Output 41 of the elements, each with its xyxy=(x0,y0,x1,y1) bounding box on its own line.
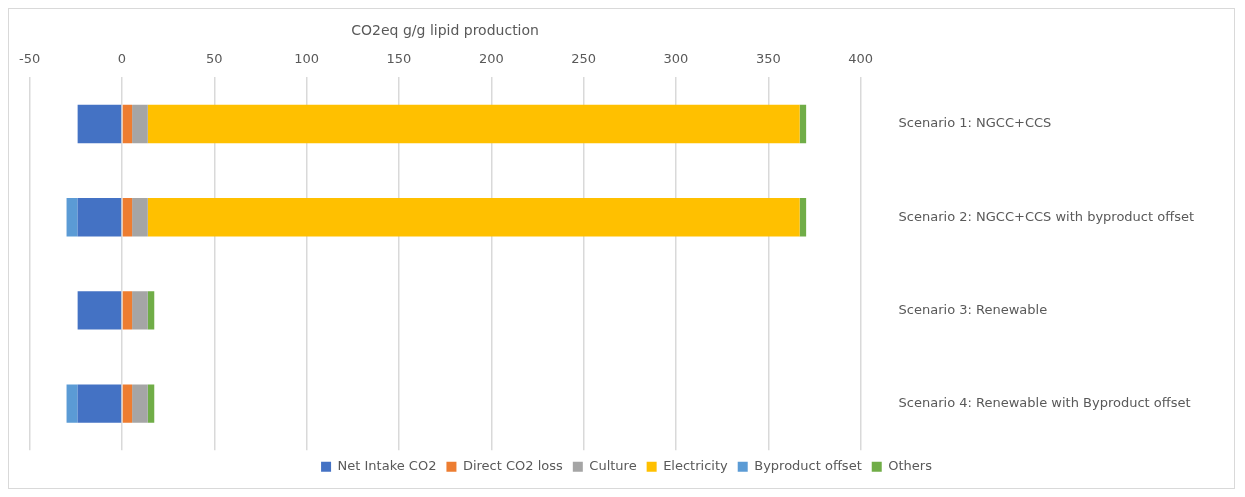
y-tick-label: Scenario 3: Renewable xyxy=(898,301,1048,317)
x-axis-title: CO2eq g/g lipid production xyxy=(351,22,539,39)
legend-label: Direct CO2 loss xyxy=(462,458,564,474)
bar xyxy=(147,291,155,330)
bar xyxy=(132,291,148,330)
legend-label: Electricity xyxy=(663,458,729,474)
y-tick-label: Scenario 4: Renewable with Byproduct offset xyxy=(898,394,1191,410)
bar xyxy=(77,104,122,144)
x-tick-label: 350 xyxy=(755,50,781,66)
x-tick-label: 200 xyxy=(478,50,504,66)
x-tick-label: 250 xyxy=(571,50,597,66)
bar xyxy=(66,197,78,237)
x-tick-label: 150 xyxy=(386,50,412,66)
x-tick-label: 100 xyxy=(294,50,320,66)
legend-label: Net Intake CO2 xyxy=(337,458,437,474)
bar xyxy=(132,197,148,237)
bar xyxy=(77,384,122,423)
bar xyxy=(799,104,807,144)
bar xyxy=(122,197,133,237)
bar xyxy=(122,104,133,144)
bar xyxy=(147,197,800,237)
x-tick-label: 300 xyxy=(663,50,689,66)
y-tick-label: Scenario 1: NGCC+CCS xyxy=(898,115,1052,131)
bar xyxy=(132,384,148,423)
bar xyxy=(122,291,133,330)
bar xyxy=(799,197,807,237)
bar xyxy=(147,104,800,144)
y-tick-label: Scenario 2: NGCC+CCS with byproduct offset xyxy=(898,208,1195,224)
bar xyxy=(77,291,122,330)
x-tick-label: 50 xyxy=(206,50,223,66)
legend-label: Byproduct offset xyxy=(754,458,862,474)
legend-label: Others xyxy=(888,458,933,474)
bar xyxy=(77,197,122,237)
x-tick-label: 0 xyxy=(117,50,127,66)
bar xyxy=(147,384,155,423)
legend-label: Culture xyxy=(589,458,637,474)
x-tick-label: -50 xyxy=(19,50,41,66)
bar xyxy=(132,104,148,144)
x-tick-label: 400 xyxy=(848,50,874,66)
bar xyxy=(66,384,78,423)
bar xyxy=(122,384,133,423)
